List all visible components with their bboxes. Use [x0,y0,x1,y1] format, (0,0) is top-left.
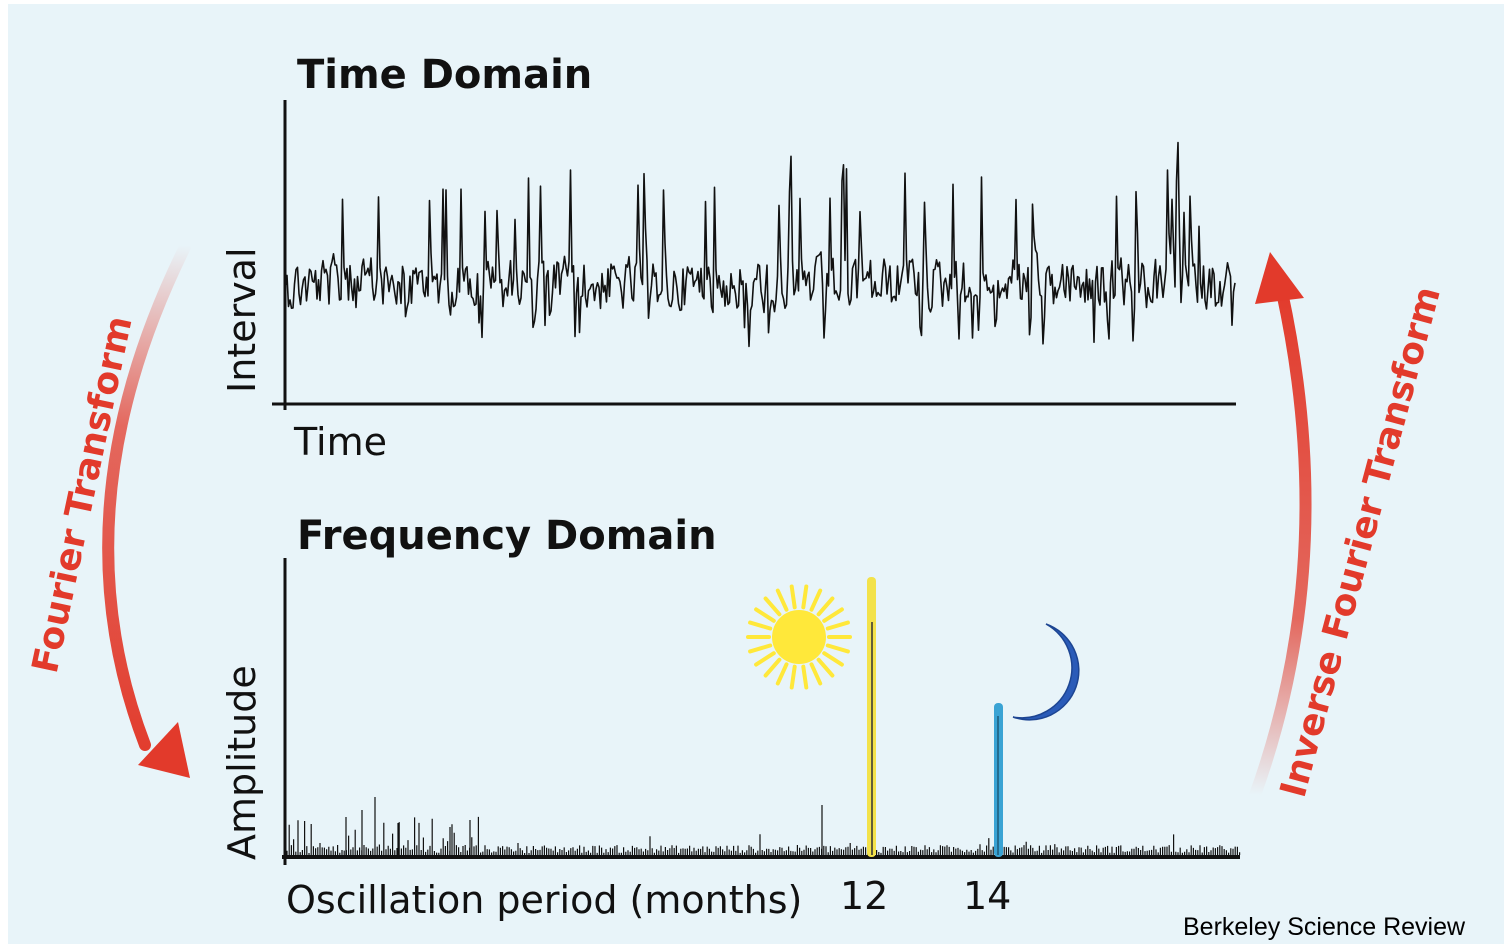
sun-ray [809,662,823,686]
inverse-fourier-arrowhead [1255,252,1304,304]
sun-ray [801,664,809,690]
sun-ray [789,664,797,690]
frequency-noise-floor [286,797,1241,855]
credit: Berkeley Science Review [1183,913,1466,941]
frequency-y-axis-label: Amplitude [220,665,264,860]
time-y-axis-label: Interval [220,247,264,393]
fourier-arrowhead [138,722,190,778]
frequency-domain-title: Frequency Domain [297,513,717,559]
sun-ray [822,607,844,623]
sun-ray [816,657,835,678]
sun-ray [775,588,789,612]
inverse-fourier-transform-arrow [1249,252,1312,801]
sun-ray [748,643,773,654]
sun-ray [754,607,776,623]
sun-ray [809,588,823,612]
sun-ray [775,662,789,686]
sun-ray [789,584,797,610]
sun-ray [801,584,809,610]
time-signal [286,141,1236,348]
sun-ray [748,620,773,631]
sun-ray [763,596,782,617]
time-x-axis-label: Time [294,420,387,464]
time-domain-title: Time Domain [297,52,593,98]
peak-14-months [994,703,1003,857]
fourier-transform-arrow [102,241,191,778]
sun-ray [754,651,776,667]
sun-ray [763,657,782,678]
sun-ray [825,620,850,631]
peak-12-months [867,577,876,857]
crescent-moon-icon [1012,623,1080,721]
sun-icon [746,584,852,690]
tick-label-12: 12 [840,874,889,918]
tick-label-14: 14 [963,874,1012,918]
sun-ray [822,651,844,667]
frequency-x-axis-label: Oscillation period (months) [286,878,803,922]
sun-ray [816,596,835,617]
sun-ray [825,643,850,654]
